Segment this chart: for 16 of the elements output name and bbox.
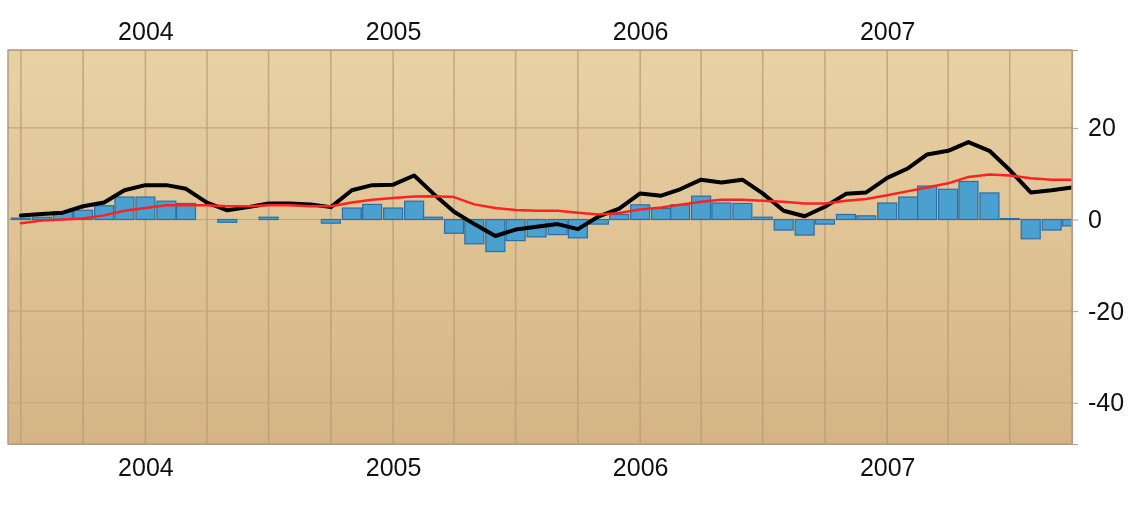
x-tick-label: 2004: [118, 17, 174, 45]
line-series: [19, 173, 1072, 225]
y-tick-label: -40: [1088, 388, 1125, 417]
x-tick-label: 2005: [365, 17, 422, 45]
bar: [217, 218, 238, 223]
x2-tick-label: 2005: [365, 452, 422, 481]
y-tick-label: 20: [1088, 113, 1116, 142]
line-series: [18, 140, 1072, 239]
y-tick-label: 0: [1088, 205, 1102, 234]
x-tick-label: 2007: [859, 17, 916, 45]
x2-tick-label: 2004: [118, 452, 174, 481]
y-tick-label: -20: [1088, 296, 1125, 325]
x2-tick-label: 2006: [612, 452, 669, 481]
x2-tick-label: 2007: [859, 452, 916, 481]
x-tick-label: 2006: [612, 17, 669, 45]
bar: [258, 216, 279, 221]
